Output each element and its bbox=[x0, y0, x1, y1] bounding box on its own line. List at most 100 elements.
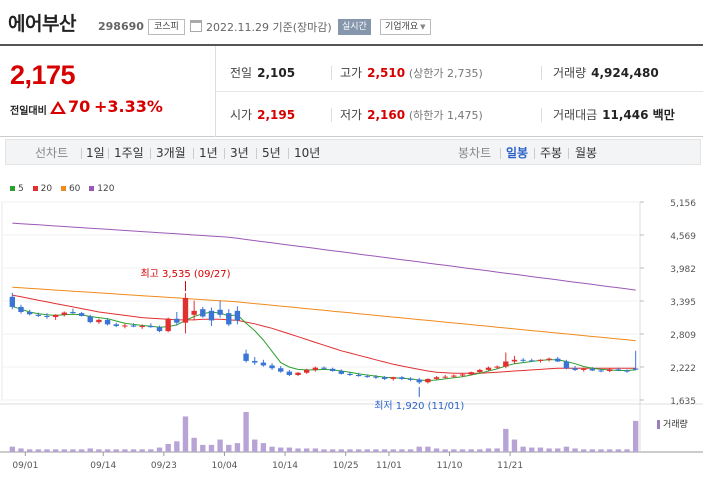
divider bbox=[534, 148, 535, 159]
candle-body bbox=[477, 369, 483, 373]
prev-close-cell: 전일 2,105 bbox=[230, 64, 295, 81]
candle-body bbox=[104, 319, 111, 325]
volume-bar bbox=[598, 449, 604, 452]
x-tick-label: 11/01 bbox=[376, 461, 402, 471]
y-tick-label: 1,635 bbox=[670, 397, 696, 407]
candle-body bbox=[122, 325, 128, 327]
volume-bar bbox=[226, 444, 232, 452]
volume-label: 거래량 bbox=[553, 66, 587, 80]
tab-period-5y[interactable]: 5년 bbox=[262, 146, 281, 160]
candle-body bbox=[269, 365, 275, 369]
tab-candle-weekly[interactable]: 주봉 bbox=[540, 146, 563, 160]
volume-bar bbox=[632, 420, 639, 452]
legend-swatch bbox=[89, 186, 95, 191]
volume-bar bbox=[87, 448, 93, 452]
volume-value: 4,924,480 bbox=[591, 66, 659, 80]
candle-body bbox=[26, 311, 33, 315]
low-annotation: 최저 1,920 (11/01) bbox=[374, 400, 464, 412]
candle-body bbox=[87, 316, 93, 323]
volume-bar bbox=[433, 448, 440, 452]
candle-body bbox=[35, 314, 41, 316]
tab-period-10y[interactable]: 10년 bbox=[294, 146, 321, 160]
candle-body bbox=[70, 311, 76, 314]
candle-body bbox=[529, 360, 535, 362]
candle-body bbox=[615, 369, 622, 371]
candle-body bbox=[338, 371, 344, 374]
tab-period-1w[interactable]: 1주일 bbox=[114, 146, 144, 160]
tab-period-1d[interactable]: 1일 bbox=[86, 146, 105, 160]
divider bbox=[108, 148, 109, 159]
candle-body bbox=[407, 378, 414, 380]
candle-body bbox=[243, 353, 249, 361]
divider bbox=[541, 108, 542, 122]
tab-period-1y[interactable]: 1년 bbox=[199, 146, 218, 160]
legend-label: 5 bbox=[18, 184, 24, 194]
candle-body bbox=[355, 374, 362, 377]
candle-body bbox=[148, 326, 154, 328]
candle-body bbox=[312, 367, 319, 370]
candle-body bbox=[9, 296, 16, 307]
tab-candle-daily[interactable]: 일봉 bbox=[506, 146, 529, 160]
legend-item-ma120: 120 bbox=[89, 184, 114, 194]
candle-body bbox=[503, 361, 509, 367]
high-label: 고가 bbox=[340, 66, 363, 80]
x-tick-label: 11/10 bbox=[437, 461, 463, 471]
candle-body bbox=[468, 372, 474, 375]
realtime-button[interactable]: 실시간 bbox=[338, 19, 371, 35]
candle-body bbox=[139, 326, 145, 328]
candle-body bbox=[191, 310, 197, 315]
stock-chart[interactable]: 5,156 4,569 3,982 3,395 2,809 2,222 1,635 09/01… bbox=[0, 190, 703, 479]
candle-body bbox=[624, 370, 630, 372]
chart-tabs: 선차트 1일 1주일 3개월 1년 3년 5년 10년 봉차트 일봉 주봉 월봉 bbox=[5, 139, 701, 165]
company-info-button[interactable]: 기업개요 ▼ bbox=[380, 19, 431, 35]
tab-period-3y[interactable]: 3년 bbox=[230, 146, 249, 160]
volume-bar bbox=[451, 449, 457, 452]
volume-bar bbox=[425, 446, 431, 452]
tab-period-3m[interactable]: 3개월 bbox=[156, 146, 186, 160]
candle-body bbox=[182, 297, 189, 323]
volume-bar bbox=[381, 449, 388, 452]
divider bbox=[331, 108, 332, 122]
volume-bar bbox=[130, 449, 137, 452]
candle-body bbox=[598, 370, 604, 372]
candle-body bbox=[581, 368, 587, 370]
stock-code: 298690 bbox=[98, 20, 144, 33]
tab-candle-chart[interactable]: 봉차트 bbox=[458, 146, 492, 160]
volume-bar bbox=[113, 449, 119, 452]
volume-bar bbox=[459, 449, 466, 452]
x-tick-label: 11/21 bbox=[497, 461, 523, 471]
candle-body bbox=[607, 369, 613, 372]
high-annotation: 최고 3,535 (09/27) bbox=[140, 268, 230, 280]
change-label: 전일대비 bbox=[10, 106, 47, 117]
divider bbox=[288, 148, 289, 159]
price-box: 2,175 전일대비 70 +3.33% bbox=[0, 46, 216, 137]
volume-bar bbox=[26, 449, 33, 452]
volume-bar bbox=[373, 449, 379, 452]
candle-body bbox=[18, 306, 24, 312]
volume-bar bbox=[182, 416, 189, 452]
candle-body bbox=[537, 359, 544, 361]
low-value: 2,160 bbox=[367, 108, 406, 122]
x-tick-label: 09/23 bbox=[151, 461, 177, 471]
divider bbox=[541, 66, 542, 80]
volume-bar bbox=[122, 449, 128, 452]
candle-body bbox=[494, 366, 500, 368]
candle-body bbox=[329, 368, 336, 372]
tab-candle-monthly[interactable]: 월봉 bbox=[575, 146, 598, 160]
volume-bar bbox=[9, 446, 16, 452]
low-cell: 저가 2,160 (하한가 1,475) bbox=[340, 106, 483, 123]
legend-label: 120 bbox=[97, 184, 115, 194]
calendar-icon bbox=[190, 20, 202, 32]
volume-bar bbox=[78, 449, 85, 452]
volume-bar bbox=[503, 428, 509, 452]
candle-body bbox=[200, 309, 206, 317]
volume-bar bbox=[321, 449, 327, 452]
legend-label: 20 bbox=[40, 184, 53, 194]
candle-body bbox=[278, 368, 284, 372]
tab-line-chart[interactable]: 선차트 bbox=[35, 146, 69, 160]
candle-body bbox=[226, 313, 232, 325]
change-value: 70 bbox=[68, 97, 91, 116]
open-label: 시가 bbox=[230, 108, 253, 122]
candle-body bbox=[425, 378, 431, 383]
candle-body bbox=[252, 360, 258, 363]
